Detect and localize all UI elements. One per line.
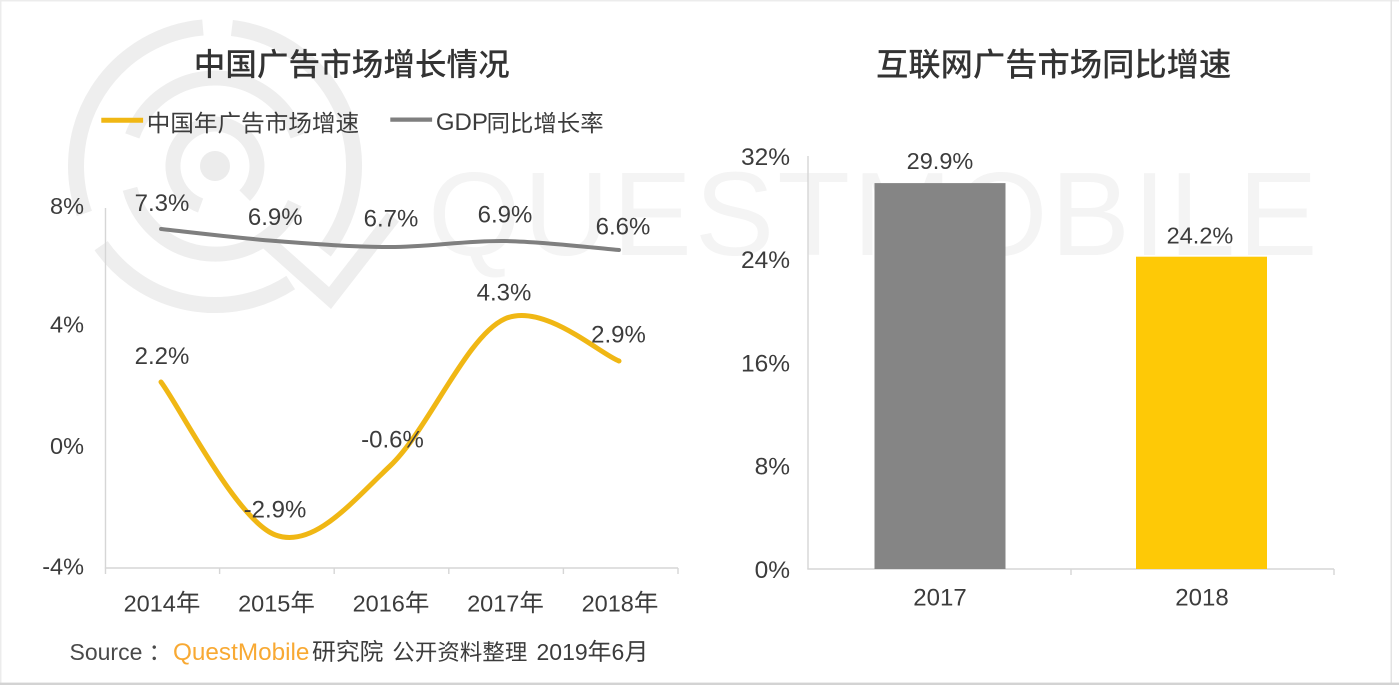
svg-text:29.9%: 29.9% — [907, 148, 974, 174]
svg-text:24%: 24% — [741, 247, 790, 274]
svg-text:6.9%: 6.9% — [248, 204, 303, 231]
svg-text:Source: Source — [70, 639, 143, 665]
svg-text:2016: 2016 — [353, 591, 405, 617]
svg-text:6: 6 — [612, 639, 625, 665]
svg-text:2.2%: 2.2% — [135, 343, 190, 370]
svg-text:4%: 4% — [50, 312, 84, 338]
svg-text:4.3%: 4.3% — [477, 280, 532, 307]
svg-text:2.9%: 2.9% — [591, 322, 646, 349]
svg-text:2015: 2015 — [238, 591, 290, 617]
svg-text:2019: 2019 — [537, 639, 588, 665]
svg-text:32%: 32% — [741, 144, 790, 171]
svg-text:GDP: GDP — [436, 109, 488, 136]
svg-text:8%: 8% — [50, 193, 84, 219]
svg-text:-2.9%: -2.9% — [244, 497, 307, 524]
svg-text:QuestMobile: QuestMobile — [173, 639, 309, 666]
svg-text:16%: 16% — [741, 350, 790, 377]
svg-text:6.6%: 6.6% — [596, 214, 651, 241]
svg-text:2017: 2017 — [467, 591, 519, 617]
svg-text:-4%: -4% — [42, 554, 84, 580]
svg-text:8%: 8% — [755, 454, 790, 481]
svg-text:0%: 0% — [755, 557, 790, 584]
svg-text:24.2%: 24.2% — [1167, 223, 1234, 249]
svg-text:6.7%: 6.7% — [364, 206, 419, 233]
svg-text:7.3%: 7.3% — [135, 190, 190, 217]
svg-text:6.9%: 6.9% — [478, 202, 533, 229]
svg-text:2014: 2014 — [124, 591, 176, 617]
svg-text:2018: 2018 — [1175, 585, 1228, 612]
svg-text:-0.6%: -0.6% — [361, 427, 424, 454]
svg-text:2018: 2018 — [582, 591, 634, 617]
svg-text:2017: 2017 — [913, 585, 966, 612]
svg-text:0%: 0% — [50, 433, 84, 459]
